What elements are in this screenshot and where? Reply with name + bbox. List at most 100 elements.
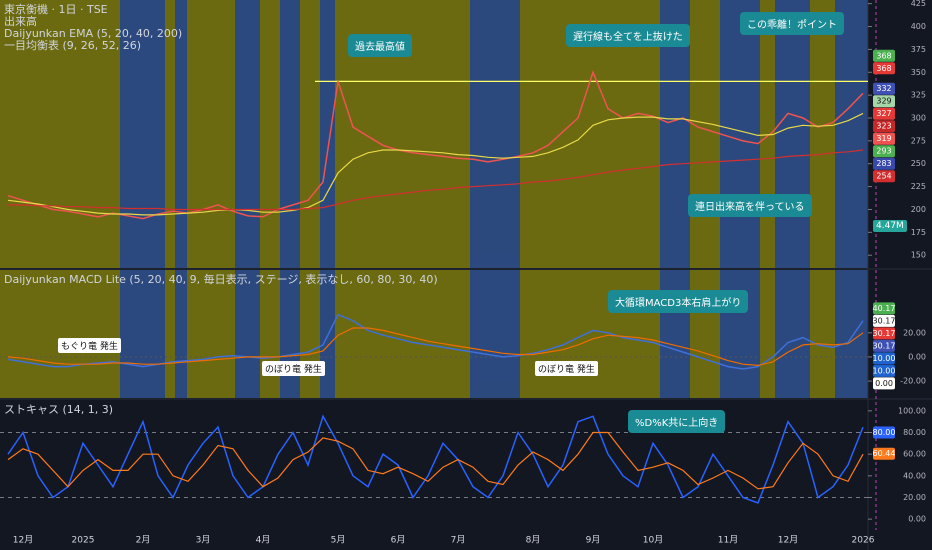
- price-tag-label: 10.00: [873, 354, 896, 363]
- price-tag-label: 327: [876, 109, 891, 118]
- price-tag-box: [873, 314, 895, 327]
- x-tick-label: 8月: [526, 535, 541, 546]
- price-tag: 60.44: [873, 447, 896, 460]
- callout: 遅行線も全てを上抜けた: [566, 24, 690, 47]
- signal-label: もぐり竜 発生: [58, 338, 121, 353]
- y-tick-label: 40.00: [903, 471, 926, 480]
- price-tag: 30.17: [873, 327, 896, 340]
- volume-label: 4.47M: [873, 220, 907, 232]
- price-tag-box: [873, 145, 895, 158]
- y-tick-label: 225: [911, 182, 926, 191]
- y-tick-label: 150: [911, 251, 926, 260]
- indicator-title: Daijyunkan EMA (5, 20, 40, 200): [4, 27, 183, 40]
- x-tick-label: 12月: [778, 535, 798, 546]
- signal-label: のぼり竜 発生: [535, 361, 598, 376]
- callout: この乖離！ポイント: [740, 12, 844, 35]
- x-tick-label: 2月: [136, 535, 151, 546]
- price-tag: 30.17: [873, 314, 896, 327]
- x-tick-label: 10月: [643, 535, 663, 546]
- price-tag-label: 368: [876, 64, 891, 73]
- series-line: [7, 414, 864, 504]
- price-tag-label: 60.44: [873, 449, 896, 458]
- price-tag: 0.00: [873, 377, 895, 390]
- price-tag-label: 293: [876, 147, 891, 156]
- series-line: [8, 149, 864, 211]
- callout: 過去最高値: [348, 34, 412, 57]
- y-tick-label: 60.00: [903, 450, 926, 459]
- price-tag-box: [873, 107, 895, 120]
- price-tag-label: 40.17: [873, 304, 896, 313]
- x-tick-label: 12月: [13, 535, 33, 546]
- price-tag-label: 30.17: [873, 329, 896, 338]
- price-tag-label: 332: [876, 84, 891, 93]
- price-tag-box: [873, 447, 895, 460]
- price-tag-box: [873, 339, 895, 352]
- x-tick-label: 11月: [718, 535, 738, 546]
- price-tag: 30.17: [873, 339, 896, 352]
- price-tag-label: 30.17: [873, 341, 896, 350]
- price-tag-label: 329: [876, 97, 891, 106]
- price-tag-box: [873, 157, 895, 170]
- indicator-title: 一目均衡表 (9, 26, 52, 26): [4, 39, 142, 52]
- price-tag: 40.17: [873, 302, 896, 315]
- y-tick-label: 325: [911, 91, 926, 100]
- callout: %D%K共に上向き: [628, 410, 726, 433]
- price-tag: 80.00: [873, 426, 896, 439]
- price-tag-box: [873, 377, 895, 390]
- price-tag-box: [873, 170, 895, 183]
- price-tag: 283: [873, 157, 895, 170]
- y-tick-label: 20.00: [903, 328, 926, 337]
- y-tick-label: 400: [911, 22, 926, 31]
- x-tick-label: 9月: [586, 535, 601, 546]
- x-tick-label: 5月: [331, 535, 346, 546]
- series-line: [7, 313, 864, 370]
- price-tag-label: 283: [876, 159, 891, 168]
- signal-label: のぼり竜 発生: [262, 361, 325, 376]
- price-tag-box: [873, 95, 895, 108]
- price-tag-label: 0.00: [875, 379, 893, 388]
- price-tag: 368: [873, 62, 895, 75]
- price-tag-label: 254: [876, 172, 891, 181]
- price-tag: 10.00: [873, 352, 896, 365]
- price-tag-label: 80.00: [873, 428, 896, 437]
- y-tick-label: 175: [911, 228, 926, 237]
- series-line: [7, 431, 864, 490]
- callout: 連日出来高を伴っている: [688, 194, 812, 217]
- y-tick-label: 375: [911, 45, 926, 54]
- price-tag-box: [873, 302, 895, 315]
- price-tag: 329: [873, 95, 895, 108]
- y-tick-label: 275: [911, 136, 926, 145]
- y-tick-label: 20.00: [903, 493, 926, 502]
- pane-title: Daijyunkan MACD Lite (5, 20, 40, 9, 毎日表示…: [4, 273, 438, 286]
- price-tag-box: [873, 62, 895, 75]
- price-tag-box: [873, 327, 895, 340]
- x-tick-label: 2025: [72, 536, 95, 546]
- x-tick-label: 3月: [196, 535, 211, 546]
- indicator-title: 出来高: [4, 15, 37, 28]
- price-tag-box: [873, 120, 895, 133]
- price-tag: 323: [873, 120, 895, 133]
- y-tick-label: 80.00: [903, 428, 926, 437]
- price-tag-label: 10.00: [873, 366, 896, 375]
- x-tick-label: 7月: [451, 535, 466, 546]
- price-tag-box: [873, 426, 895, 439]
- y-tick-label: 425: [911, 0, 926, 8]
- series-line: [7, 70, 864, 220]
- price-tag-label: 30.17: [873, 316, 896, 325]
- price-tag-box: [873, 132, 895, 145]
- x-tick-label: 4月: [256, 535, 271, 546]
- pane-title: 東京衡機 · 1日 · TSE: [4, 3, 108, 16]
- price-tag-label: 368: [876, 51, 891, 60]
- price-tag: 319: [873, 132, 895, 145]
- x-tick-label: 6月: [391, 535, 406, 546]
- y-tick-label: 350: [911, 68, 926, 77]
- price-tag: 293: [873, 145, 895, 158]
- price-tag-box: [873, 82, 895, 95]
- price-tag-box: [873, 364, 895, 377]
- price-tag-box: [873, 49, 895, 62]
- y-tick-label: 200: [911, 205, 926, 214]
- callout: 大循環MACD3本右肩上がり: [608, 290, 749, 313]
- y-tick-label: 100.00: [898, 406, 926, 415]
- y-tick-label: 300: [911, 113, 926, 122]
